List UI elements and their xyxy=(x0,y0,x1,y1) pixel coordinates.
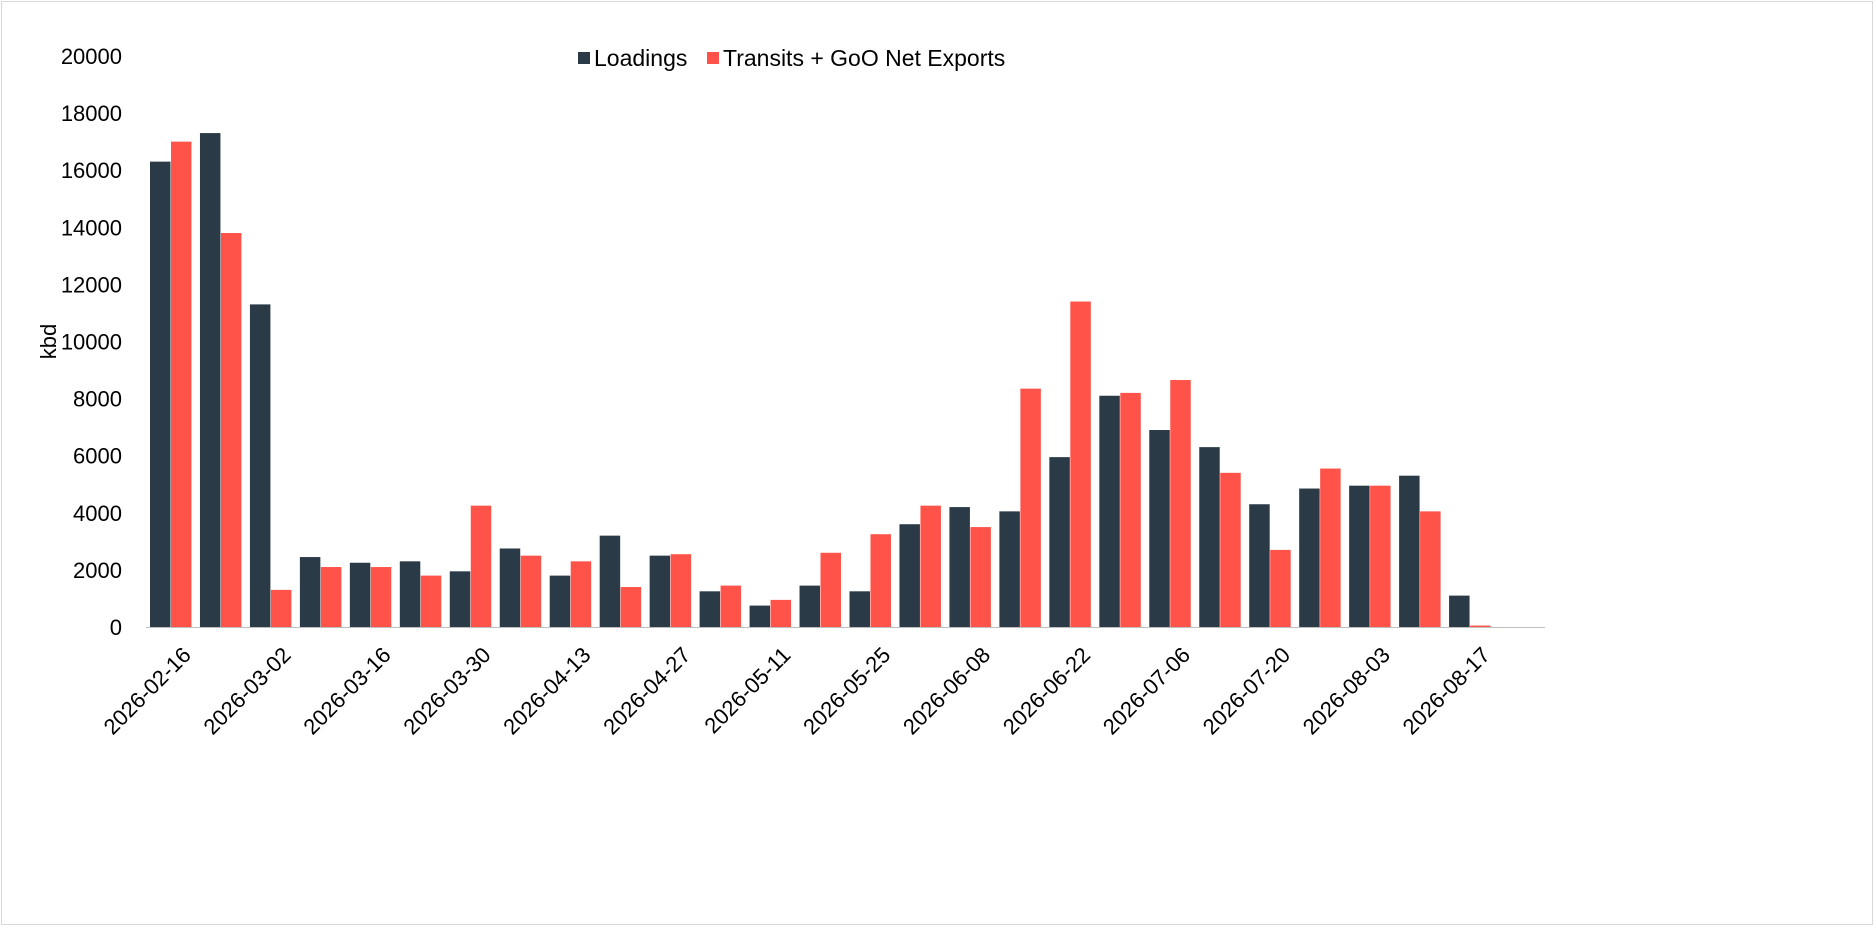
bar-loadings-2026-05-04 xyxy=(699,591,721,627)
bar-loadings-2026-04-13 xyxy=(549,575,571,627)
bar-loadings-2026-08-10 xyxy=(1399,475,1420,627)
x-tick-label: 2026-04-13 xyxy=(498,642,595,739)
y-tick-label: 8000 xyxy=(73,387,122,412)
bar-transits-goo-net-exports-2026-08-17 xyxy=(1470,625,1491,627)
bar-loadings-2026-05-11 xyxy=(749,605,771,627)
bar-loadings-2026-03-23 xyxy=(399,561,421,627)
bar-loadings-2026-03-16 xyxy=(349,562,371,627)
x-tick-label: 2026-04-27 xyxy=(598,642,695,739)
bar-transits-goo-net-exports-2026-05-25 xyxy=(870,534,891,627)
bar-transits-goo-net-exports-2026-03-30 xyxy=(470,505,492,627)
bar-loadings-2026-02-23 xyxy=(199,133,221,627)
legend-swatch-transits-goo-net-exports xyxy=(707,52,719,64)
y-tick-label: 6000 xyxy=(73,444,122,469)
bar-loadings-2026-06-22 xyxy=(1049,457,1070,627)
bar-transits-goo-net-exports-2026-04-13 xyxy=(570,561,592,627)
bar-loadings-2026-03-09 xyxy=(299,557,321,627)
x-tick-label: 2026-05-11 xyxy=(699,642,795,738)
bar-loadings-2026-03-30 xyxy=(449,571,471,627)
legend-swatch-loadings xyxy=(578,52,590,64)
x-axis-ticks: 2026-02-16 2026-03-02 2026-03-16 2026-03-30… xyxy=(99,642,1495,739)
bar-transits-goo-net-exports-2026-05-11 xyxy=(770,599,792,627)
y-tick-label: 14000 xyxy=(61,215,122,240)
x-tick-label: 2026-06-22 xyxy=(998,642,1095,739)
bar-loadings-2026-04-06 xyxy=(499,548,521,627)
bar-transits-goo-net-exports-2026-04-27 xyxy=(670,554,692,627)
bar-transits-goo-net-exports-2026-02-16 xyxy=(170,141,192,627)
x-tick-label: 2026-08-03 xyxy=(1298,642,1395,739)
bar-loadings-2026-04-27 xyxy=(649,555,671,628)
y-tick-label: 12000 xyxy=(61,272,122,297)
y-tick-label: 18000 xyxy=(61,101,122,126)
bar-loadings-2026-06-29 xyxy=(1099,395,1120,627)
bar-loadings-2026-05-25 xyxy=(849,591,870,627)
bar-transits-goo-net-exports-2026-07-06 xyxy=(1170,380,1191,627)
bar-transits-goo-net-exports-2026-03-23 xyxy=(420,575,442,627)
x-tick-label: 2026-03-02 xyxy=(198,642,295,739)
y-tick-label: 20000 xyxy=(61,44,122,69)
y-tick-label: 0 xyxy=(110,615,122,640)
bar-transits-goo-net-exports-2026-02-23 xyxy=(220,233,242,627)
x-tick-label: 2026-03-16 xyxy=(298,642,395,739)
bar-transits-goo-net-exports-2026-06-01 xyxy=(920,505,941,627)
y-axis-title-group: kbd xyxy=(36,324,61,359)
y-axis-title: kbd xyxy=(36,324,61,359)
bar-transits-goo-net-exports-2026-08-03 xyxy=(1370,485,1391,627)
bar-transits-goo-net-exports-2026-07-20 xyxy=(1270,549,1291,627)
bars xyxy=(150,133,1491,628)
bar-loadings-2026-02-16 xyxy=(150,161,171,627)
bar-transits-goo-net-exports-2026-03-16 xyxy=(370,567,392,627)
y-axis-ticks: 0 2000 4000 6000 8000 10000 12000 14000 16000 180… xyxy=(61,44,122,640)
bar-transits-goo-net-exports-2026-08-10 xyxy=(1420,511,1441,627)
x-tick-label: 2026-05-25 xyxy=(798,642,895,739)
bar-loadings-2026-06-01 xyxy=(899,524,920,627)
x-tick-label: 2026-07-06 xyxy=(1098,642,1195,739)
legend-label-loadings: Loadings xyxy=(594,45,687,71)
bar-loadings-2026-05-18 xyxy=(799,585,821,627)
bar-loadings-2026-06-08 xyxy=(949,507,970,627)
x-tick-label: 2026-08-17 xyxy=(1398,642,1495,739)
y-tick-label: 10000 xyxy=(61,330,122,355)
bar-transits-goo-net-exports-2026-07-27 xyxy=(1320,468,1341,627)
x-tick-label: 2026-07-20 xyxy=(1198,642,1295,739)
legend: Loadings Transits + GoO Net Exports xyxy=(578,45,1005,71)
bar-transits-goo-net-exports-2026-03-09 xyxy=(320,567,342,627)
bar-transits-goo-net-exports-2026-04-06 xyxy=(520,555,542,628)
x-tick-label: 2026-06-08 xyxy=(898,642,995,739)
bar-loadings-2026-08-03 xyxy=(1349,485,1370,627)
bar-transits-goo-net-exports-2026-06-08 xyxy=(970,527,991,627)
bar-transits-goo-net-exports-2026-06-29 xyxy=(1120,392,1141,627)
bar-transits-goo-net-exports-2026-07-13 xyxy=(1220,472,1241,627)
bar-loadings-2026-07-06 xyxy=(1149,430,1170,627)
bar-loadings-2026-07-27 xyxy=(1299,488,1320,627)
bar-transits-goo-net-exports-2026-04-20 xyxy=(620,587,642,627)
bar-loadings-2026-06-15 xyxy=(999,511,1020,627)
bar-loadings-2026-07-13 xyxy=(1199,447,1220,627)
bar-transits-goo-net-exports-2026-06-15 xyxy=(1020,388,1041,627)
bar-transits-goo-net-exports-2026-05-18 xyxy=(820,552,841,627)
bar-transits-goo-net-exports-2026-03-02 xyxy=(270,589,292,627)
bar-transits-goo-net-exports-2026-06-22 xyxy=(1070,301,1091,627)
bar-loadings-2026-03-02 xyxy=(249,304,271,627)
x-tick-label: 2026-03-30 xyxy=(398,642,495,739)
bar-loadings-2026-04-20 xyxy=(599,535,621,627)
bar-transits-goo-net-exports-2026-05-04 xyxy=(720,585,742,627)
y-tick-label: 4000 xyxy=(73,501,122,526)
y-tick-label: 2000 xyxy=(73,558,122,583)
bar-loadings-2026-07-20 xyxy=(1249,504,1270,627)
x-tick-label: 2026-02-16 xyxy=(99,642,196,739)
bar-loadings-2026-08-17 xyxy=(1449,595,1470,627)
y-tick-label: 16000 xyxy=(61,158,122,183)
legend-label-transits-goo-net-exports: Transits + GoO Net Exports xyxy=(723,45,1005,71)
